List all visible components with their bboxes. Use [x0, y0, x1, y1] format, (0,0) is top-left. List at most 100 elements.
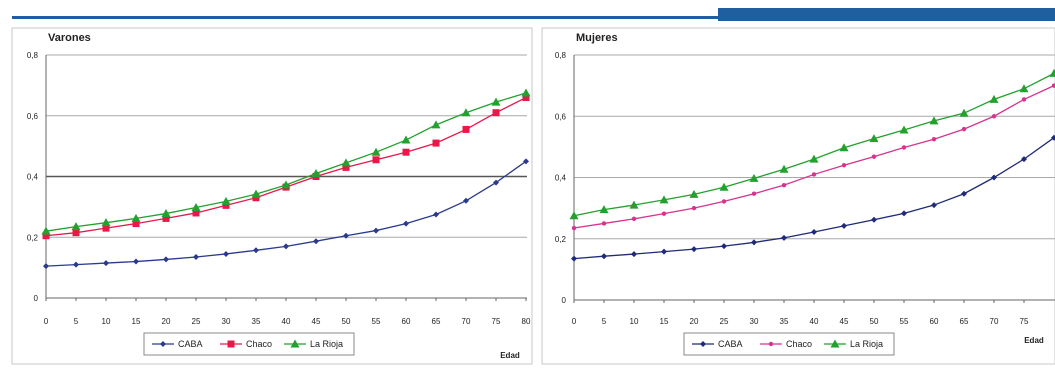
data-point	[371, 147, 381, 156]
x-tick-label: 55	[900, 317, 909, 326]
x-tick-label: 45	[840, 317, 849, 326]
y-tick-label: 0,4	[555, 174, 567, 183]
data-point	[629, 200, 639, 209]
header-rule	[12, 16, 1055, 19]
x-tick-label: 15	[132, 317, 141, 326]
data-point	[811, 229, 817, 236]
x-tick-label: 70	[990, 317, 999, 326]
data-point	[433, 211, 439, 218]
data-point	[571, 255, 577, 262]
data-point	[901, 210, 907, 217]
data-point	[961, 126, 967, 132]
x-tick-label: 0	[572, 317, 577, 326]
data-point	[403, 220, 409, 227]
legend-box	[143, 332, 355, 356]
x-tick-label: 40	[810, 317, 819, 326]
data-point	[103, 260, 109, 267]
data-point	[781, 234, 787, 241]
data-point	[372, 156, 380, 164]
data-point	[781, 182, 787, 188]
data-point	[571, 225, 577, 231]
header-accent-bar	[718, 8, 1055, 21]
x-tick-label: 65	[432, 317, 441, 326]
chart-mujeres: Mujeres 0 0,2 0,4 0,6 0,8 0 5 10 15 20 25 30 35 40 45 50…	[541, 27, 1055, 365]
data-point	[41, 226, 51, 235]
legend-swatch-marker	[160, 341, 166, 347]
data-point	[661, 211, 667, 216]
data-point	[1049, 68, 1055, 77]
x-tick-label: 35	[252, 317, 261, 326]
data-point	[493, 179, 499, 186]
x-tick-label: 20	[162, 317, 171, 326]
data-point	[162, 214, 170, 222]
data-point	[899, 125, 909, 134]
legend-label: La Rioja	[850, 339, 883, 349]
data-point	[901, 145, 907, 150]
data-point	[522, 94, 530, 102]
x-tick-label: 75	[1020, 317, 1029, 326]
data-point	[721, 243, 727, 250]
data-point	[601, 253, 607, 260]
data-point	[749, 173, 759, 182]
data-point	[461, 108, 471, 117]
data-point	[721, 199, 727, 204]
data-point	[989, 94, 999, 103]
legend-label: CABA	[178, 339, 203, 349]
data-point	[341, 158, 351, 167]
legend-box	[683, 332, 895, 356]
x-tick-label: 15	[660, 317, 669, 326]
x-tick-label: 70	[462, 317, 471, 326]
data-point	[401, 135, 411, 144]
data-point	[102, 224, 110, 232]
x-tick-label: 60	[402, 317, 411, 326]
data-point	[342, 163, 350, 171]
data-point	[869, 134, 879, 143]
x-tick-label: 30	[750, 317, 759, 326]
data-point	[691, 205, 697, 211]
data-point	[991, 174, 997, 181]
data-point	[192, 209, 200, 217]
data-point	[601, 221, 607, 226]
data-point	[462, 125, 470, 133]
data-point	[432, 139, 440, 147]
data-point	[431, 120, 441, 129]
data-point	[1051, 83, 1055, 88]
chart-frame	[11, 27, 533, 365]
x-axis-label: Edad	[1024, 336, 1044, 345]
data-point	[101, 218, 111, 227]
data-point	[343, 232, 349, 239]
data-point	[402, 148, 410, 156]
legend: CABA Chaco La Rioja	[683, 332, 895, 356]
y-tick-label: 0,8	[27, 51, 39, 60]
x-tick-label: 30	[222, 317, 231, 326]
x-tick-label: 25	[192, 317, 201, 326]
series-chaco	[571, 83, 1055, 231]
data-point	[73, 261, 79, 268]
data-point	[281, 180, 291, 189]
legend-swatch-marker	[768, 341, 774, 347]
series-la-rioja	[569, 68, 1055, 220]
data-point	[659, 195, 669, 204]
data-point	[689, 189, 699, 198]
x-tick-label: 35	[780, 317, 789, 326]
data-point	[661, 248, 667, 255]
legend-label: CABA	[718, 339, 743, 349]
data-point	[1021, 156, 1027, 163]
x-tick-label: 10	[102, 317, 111, 326]
data-point	[311, 168, 321, 177]
legend-label: Chaco	[246, 339, 272, 349]
data-point	[283, 243, 289, 250]
x-tick-label: 25	[720, 317, 729, 326]
x-tick-label: 10	[630, 317, 639, 326]
data-point	[811, 172, 817, 177]
legend-swatch-marker	[227, 340, 235, 348]
data-point	[42, 232, 50, 240]
data-point	[929, 116, 939, 125]
data-point	[631, 251, 637, 258]
data-point	[492, 109, 500, 117]
data-point	[871, 154, 877, 159]
data-point	[161, 209, 171, 218]
y-tick-label: 0,6	[555, 112, 567, 121]
legend-swatch-marker	[830, 339, 840, 348]
